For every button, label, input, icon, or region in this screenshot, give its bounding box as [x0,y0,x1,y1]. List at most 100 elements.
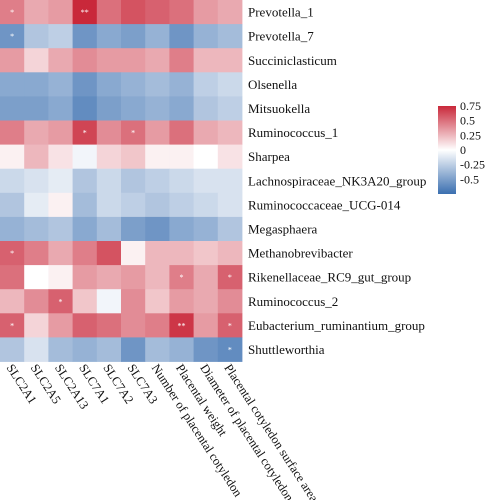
colorbar-tick-label: 0.75 [460,99,481,113]
heatmap-cell [72,289,98,314]
heatmap-cell [48,216,73,242]
heatmap-cell [169,337,194,362]
heatmap-cell [96,48,122,73]
heatmap-cell [96,289,122,314]
heatmap-cell [0,120,25,145]
heatmap-cell [48,72,73,97]
heatmap-cell [121,96,146,121]
heatmap-cell [96,168,122,194]
heatmap-cell [193,48,219,73]
column-labels: SLC2A1SLC2A5SLC2A13SLC7A1SLC7A2SLC7A3Num… [4,362,322,500]
heatmap-cell [72,0,98,25]
significance-star: * [180,273,184,282]
heatmap-cell [145,0,170,25]
heatmap-cell [217,337,243,362]
significance-star: * [83,129,87,138]
heatmap-cell [0,72,25,97]
colorbar-tick-label: 0.5 [460,114,475,128]
heatmap-cell [121,241,146,266]
heatmap-cell [217,48,243,73]
row-label: Succiniclasticum [248,53,337,68]
heatmap-cell [72,72,98,97]
heatmap-cell [72,144,98,170]
heatmap-cell [72,337,98,362]
color-legend: 0.750.50.250-0.25-0.5 [438,99,485,194]
heatmap-cell [96,0,122,25]
heatmap-cell [0,96,25,121]
heatmap-cell [48,192,73,218]
heatmap-cell [217,265,243,290]
heatmap-cell [169,144,194,170]
heatmap-cell [121,144,146,170]
heatmap-cell [193,96,219,121]
heatmap-cell [48,265,73,290]
heatmap-cell [145,24,170,49]
heatmap-cell [48,96,73,121]
heatmap-cell [217,241,243,266]
heatmap-cell [121,168,146,194]
heatmap-cell [0,289,25,314]
heatmap-cells [0,0,243,362]
heatmap-cell [24,120,49,145]
heatmap-cell [0,216,25,242]
heatmap-cell [48,313,73,338]
heatmap-cell [48,48,73,73]
heatmap-cell [193,289,219,314]
heatmap-cell [96,72,122,97]
heatmap-cell [145,144,170,170]
heatmap-cell [169,241,194,266]
heatmap-cell [121,48,146,73]
heatmap-cell [145,72,170,97]
heatmap-cell [48,337,73,362]
heatmap-cell [72,168,98,194]
heatmap-cell [24,241,49,266]
heatmap-cell [121,313,146,338]
heatmap-cell [24,24,49,49]
heatmap-cell [96,265,122,290]
row-label: Methanobrevibacter [248,246,353,261]
heatmap-cell [72,24,98,49]
heatmap-cell [72,241,98,266]
row-label: Olsenella [248,77,297,92]
heatmap-cell [24,192,49,218]
heatmap-cell [96,120,122,145]
heatmap-cell [217,120,243,145]
heatmap-cell [145,96,170,121]
heatmap-cell [0,168,25,194]
heatmap-cell [193,313,219,338]
significance-star: * [228,345,232,354]
heatmap-cell [145,216,170,242]
significance-star: * [10,321,14,330]
significance-star: * [228,273,232,282]
heatmap-cell [72,265,98,290]
heatmap-cell [72,96,98,121]
colorbar-ticks: 0.750.50.250-0.25-0.5 [460,99,485,186]
heatmap-cell [193,241,219,266]
row-label: Prevotella_7 [248,29,314,44]
significance-star: ** [178,321,186,330]
heatmap-cell [0,24,25,49]
heatmap-cell [217,313,243,338]
significance-star: * [131,129,135,138]
heatmap-cell [0,0,25,25]
heatmap-cell [193,24,219,49]
heatmap-cell [0,241,25,266]
significance-star: * [10,249,14,258]
heatmap-cell [72,120,98,145]
heatmap-cell [145,265,170,290]
heatmap-cell [145,120,170,145]
heatmap-cell [217,24,243,49]
colorbar-tick-label: 0 [460,143,466,157]
row-label: Megasphaera [248,221,318,236]
significance-star: * [59,297,63,306]
heatmap-cell [121,192,146,218]
colorbar [438,106,456,194]
heatmap-cell [96,241,122,266]
heatmap-cell [24,289,49,314]
heatmap-cell [96,337,122,362]
heatmap-cell [169,289,194,314]
heatmap-cell [0,265,25,290]
heatmap-cell [0,337,25,362]
row-label: Sharpea [248,149,290,164]
